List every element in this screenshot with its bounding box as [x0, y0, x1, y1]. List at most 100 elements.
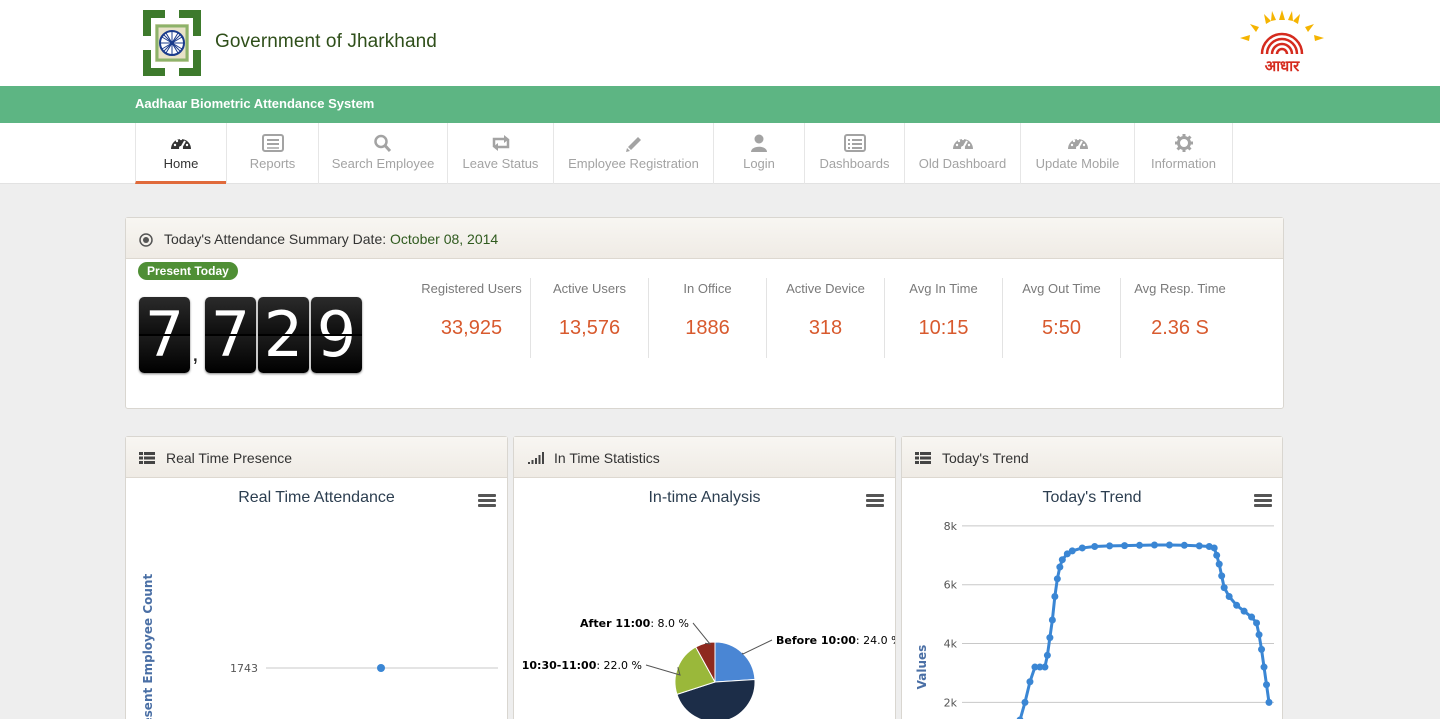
panel-title: In Time Statistics — [554, 450, 660, 466]
stat-label: Registered Users — [421, 281, 522, 296]
stat-avg-resp-time: Avg Resp. Time 2.36 S — [1121, 278, 1239, 358]
chart-menu-icon[interactable] — [866, 494, 884, 508]
system-title-bar — [0, 86, 1440, 123]
aadhaar-logo[interactable]: आधार — [1232, 8, 1332, 76]
pie-data-label: Before 10:00: 24.0 % — [776, 634, 895, 647]
panel-header: In Time Statistics — [514, 437, 895, 478]
data-point — [1053, 575, 1061, 583]
nav-item-search-employee[interactable]: Search Employee — [318, 123, 447, 184]
counter-digit: 7 — [139, 297, 190, 373]
stat-value: 318 — [808, 317, 843, 339]
stat-value: 10:15 — [918, 317, 969, 339]
data-point — [1240, 607, 1248, 615]
stat-label: Avg Resp. Time — [1134, 281, 1226, 296]
nav-item-login[interactable]: Login — [713, 123, 804, 184]
real-time-attendance-chart: Present Employee Count 1743 — [141, 574, 498, 719]
target-icon — [139, 233, 153, 247]
chart-menu-icon[interactable] — [1254, 494, 1272, 508]
pie-connector — [692, 622, 712, 645]
system-title: Aadhaar Biometric Attendance System — [135, 96, 375, 111]
todays-trend-panel: Today's Trend Today's Trend 2k 4k 6k 8k Valu… — [901, 436, 1283, 719]
counter-digit: 2 — [258, 297, 309, 373]
nav-item-home[interactable]: Home — [135, 123, 226, 184]
panel-header: Today's Trend — [902, 437, 1282, 478]
data-point — [1026, 678, 1034, 686]
stat-label: Avg Out Time — [1022, 281, 1101, 296]
stat-value: 13,576 — [558, 317, 621, 339]
nav-label: Leave Status — [462, 156, 539, 171]
pie-connector — [741, 639, 773, 655]
data-point — [1068, 547, 1076, 555]
data-point — [1078, 544, 1086, 552]
data-point — [1091, 542, 1099, 550]
data-point — [1051, 592, 1059, 600]
data-point — [1215, 560, 1223, 568]
in-time-analysis-chart: Before 10:00: 24.0 % 10:30-11:00: 22.0 % A… — [522, 617, 895, 719]
main-nav: Home Reports Search Employee Leave Statu… — [0, 123, 1440, 184]
attendance-summary-panel: Today's Attendance Summary Date: October… — [125, 217, 1284, 409]
signal-bars-icon — [528, 452, 544, 464]
y-tick-label: 2k — [944, 696, 958, 709]
nav-item-dashboards[interactable]: Dashboards — [804, 123, 904, 184]
pie-slice — [676, 678, 756, 719]
stat-label: In Office — [683, 281, 732, 296]
nav-item-leave-status[interactable]: Leave Status — [447, 123, 553, 184]
data-point — [1225, 592, 1233, 600]
data-point — [1043, 651, 1051, 659]
chart-title: Real Time Attendance — [238, 489, 395, 506]
stat-value: 5:50 — [1042, 317, 1081, 339]
nav-item-employee-registration[interactable]: Employee Registration — [553, 123, 713, 184]
data-point — [1233, 601, 1241, 609]
data-point — [1046, 634, 1054, 642]
data-point — [1218, 572, 1226, 580]
list-icon — [139, 452, 155, 464]
stat-value: 33,925 — [440, 317, 503, 339]
stat-label: Active Users — [553, 281, 626, 296]
counter-digit: 7 — [205, 297, 256, 373]
trend-line — [1018, 543, 1271, 719]
nav-item-information[interactable]: Information — [1134, 123, 1233, 184]
data-point — [1210, 544, 1218, 552]
nav-label: Dashboards — [819, 156, 890, 171]
data-point — [1036, 663, 1044, 671]
data-point — [1195, 542, 1203, 550]
panel-header: Today's Attendance Summary Date: October… — [126, 218, 1283, 259]
nav-item-update-mobile[interactable]: Update Mobile — [1020, 123, 1134, 184]
nav-item-reports[interactable]: Reports — [226, 123, 318, 184]
nav-label: Search Employee — [331, 156, 435, 171]
nav-label: Employee Registration — [568, 156, 699, 171]
data-point — [1260, 663, 1268, 671]
counter-digit: 9 — [311, 297, 362, 373]
chart-menu-icon[interactable] — [478, 494, 496, 508]
nav-label: Old Dashboard — [918, 156, 1007, 171]
list-alt-icon — [843, 134, 866, 152]
stat-avg-out-time: Avg Out Time 5:50 — [1003, 278, 1121, 358]
data-point — [1263, 681, 1271, 689]
todays-trend-chart: 2k 4k 6k 8k Values — [915, 520, 1274, 719]
stat-label: Active Device — [786, 281, 865, 296]
retweet-icon — [492, 135, 509, 151]
org-name: Government of Jharkhand — [215, 31, 437, 52]
panel-title: Today's Trend — [942, 450, 1029, 466]
nav-label: Login — [743, 156, 775, 171]
data-point — [1220, 584, 1228, 592]
data-point — [1253, 619, 1261, 627]
chart-title: Today's Trend — [1042, 489, 1142, 506]
summary-date: October 08, 2014 — [390, 231, 499, 247]
pie-data-label: 10:30-11:00: 22.0 % — [522, 659, 642, 672]
jharkhand-emblem-logo[interactable] — [135, 6, 209, 80]
nav-item-old-dashboard[interactable]: Old Dashboard — [904, 123, 1020, 184]
chart-title: In-time Analysis — [648, 489, 761, 506]
dashboard-gauge-icon — [171, 137, 191, 150]
in-time-statistics-panel: In Time Statistics In-time Analysis Befo… — [513, 436, 896, 719]
nav-label: Update Mobile — [1035, 156, 1120, 171]
stat-avg-in-time: Avg In Time 10:15 — [885, 278, 1003, 358]
user-icon — [751, 134, 767, 152]
panel-header: Real Time Presence — [126, 437, 507, 478]
nav-label: Information — [1150, 156, 1217, 171]
stat-registered-users: Registered Users 33,925 — [413, 278, 531, 358]
pie-connector — [645, 664, 681, 676]
data-point — [1021, 698, 1029, 706]
y-tick-label: 8k — [944, 520, 958, 533]
aadhaar-logo-text: आधार — [1265, 57, 1300, 75]
